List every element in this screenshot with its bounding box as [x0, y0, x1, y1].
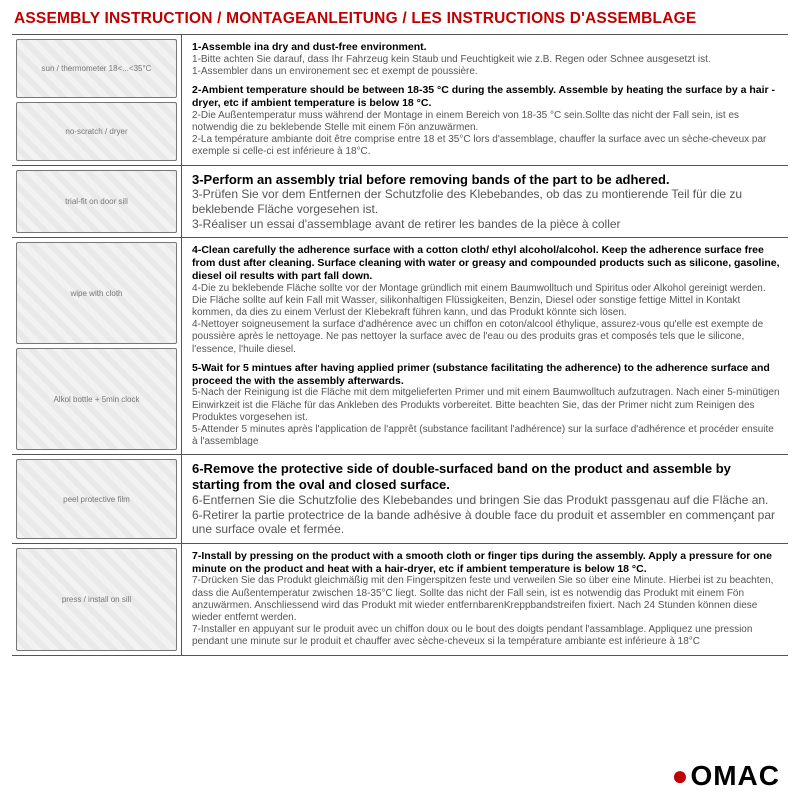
step-text-en: 1-Assemble ina dry and dust-free environ…	[192, 41, 780, 54]
step-text-en: 7-Install by pressing on the product wit…	[192, 550, 780, 576]
step-text-fr: 1-Assembler dans un environement sec et …	[192, 66, 780, 78]
step-text-en: 4-Clean carefully the adherence surface …	[192, 244, 780, 282]
illustration-icon	[16, 39, 177, 98]
instruction-row: 6-Remove the protective side of double-s…	[12, 454, 788, 543]
text-cell: 7-Install by pressing on the product wit…	[182, 544, 788, 655]
step-text-en: 6-Remove the protective side of double-s…	[192, 461, 780, 493]
brand-logo: ●OMAC	[672, 760, 780, 792]
step-text-en: 5-Wait for 5 mintues after having applie…	[192, 362, 780, 388]
text-cell: 3-Perform an assembly trial before remov…	[182, 166, 788, 238]
logo-text: OMAC	[690, 760, 780, 792]
instruction-row: 1-Assemble ina dry and dust-free environ…	[12, 34, 788, 165]
instruction-rows: 1-Assemble ina dry and dust-free environ…	[12, 34, 788, 754]
illustration-icon	[16, 102, 177, 161]
instruction-step: 2-Ambient temperature should be between …	[192, 84, 780, 158]
step-text-de: 2-Die Außentemperatur muss während der M…	[192, 110, 780, 134]
step-text-de: 6-Entfernen Sie die Schutzfolie des Kleb…	[192, 493, 780, 508]
illustration-cell	[12, 238, 182, 454]
step-text-en: 2-Ambient temperature should be between …	[192, 84, 780, 110]
instruction-row: 4-Clean carefully the adherence surface …	[12, 237, 788, 454]
illustration-icon	[16, 170, 177, 234]
illustration-icon	[16, 242, 177, 344]
instruction-step: 4-Clean carefully the adherence surface …	[192, 244, 780, 356]
illustration-icon	[16, 548, 177, 651]
step-text-de: 7-Drücken Sie das Produkt gleichmäßig mi…	[192, 575, 780, 624]
illustration-cell	[12, 35, 182, 165]
step-text-de: 4-Die zu beklebende Fläche sollte vor de…	[192, 283, 780, 320]
step-text-de: 1-Bitte achten Sie darauf, dass Ihr Fahr…	[192, 54, 780, 66]
instruction-step: 5-Wait for 5 mintues after having applie…	[192, 362, 780, 449]
illustration-cell	[12, 166, 182, 238]
instruction-step: 7-Install by pressing on the product wit…	[192, 550, 780, 649]
text-cell: 4-Clean carefully the adherence surface …	[182, 238, 788, 454]
step-text-fr: 2-La température ambiante doit être comp…	[192, 134, 780, 158]
assembly-instruction-sheet: ASSEMBLY INSTRUCTION / MONTAGEANLEITUNG …	[0, 0, 800, 800]
step-text-fr: 5-Attender 5 minutes après l'application…	[192, 424, 780, 448]
instruction-row: 7-Install by pressing on the product wit…	[12, 543, 788, 656]
step-text-en: 3-Perform an assembly trial before remov…	[192, 172, 780, 188]
step-text-de: 5-Nach der Reinigung ist die Fläche mit …	[192, 387, 780, 424]
instruction-row: 3-Perform an assembly trial before remov…	[12, 165, 788, 238]
footer: ●OMAC	[12, 754, 788, 800]
text-cell: 6-Remove the protective side of double-s…	[182, 455, 788, 543]
illustration-cell	[12, 544, 182, 655]
illustration-cell	[12, 455, 182, 543]
step-text-fr: 6-Retirer la partie protectrice de la ba…	[192, 508, 780, 537]
text-cell: 1-Assemble ina dry and dust-free environ…	[182, 35, 788, 165]
page-title: ASSEMBLY INSTRUCTION / MONTAGEANLEITUNG …	[12, 8, 788, 34]
step-text-fr: 4-Nettoyer soigneusement la surface d'ad…	[192, 319, 780, 356]
step-text-de: 3-Prüfen Sie vor dem Entfernen der Schut…	[192, 187, 780, 216]
instruction-step: 1-Assemble ina dry and dust-free environ…	[192, 41, 780, 78]
logo-dot-icon: ●	[672, 760, 690, 792]
instruction-step: 6-Remove the protective side of double-s…	[192, 461, 780, 537]
illustration-icon	[16, 348, 177, 450]
instruction-step: 3-Perform an assembly trial before remov…	[192, 172, 780, 232]
step-text-fr: 3-Réaliser un essai d'assemblage avant d…	[192, 217, 780, 232]
step-text-fr: 7-Installer en appuyant sur le produit a…	[192, 624, 780, 648]
illustration-icon	[16, 459, 177, 539]
